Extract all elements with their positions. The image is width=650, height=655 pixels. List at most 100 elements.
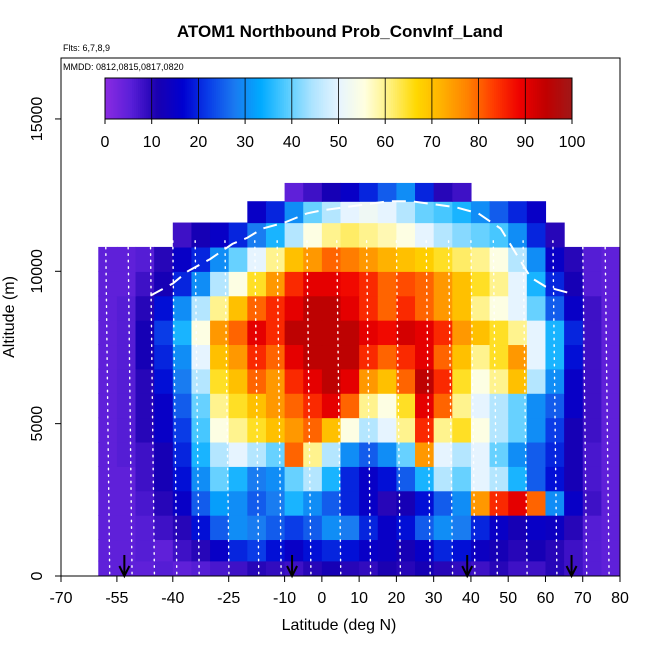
heatmap-cell [396, 295, 416, 321]
colorbar-swatch [161, 78, 164, 119]
colorbar-swatch [398, 78, 402, 119]
heatmap-cell [247, 490, 267, 516]
colorbar-swatch [424, 78, 427, 119]
heatmap-cell [321, 271, 342, 297]
y-tick-label: 5000 [29, 406, 46, 442]
heatmap-cell [98, 539, 118, 562]
heatmap-cell [154, 393, 174, 419]
heatmap-cell [303, 295, 323, 321]
heatmap-cell [340, 560, 360, 576]
x-tick-label: -25 [217, 590, 240, 607]
colorbar-swatch [350, 78, 353, 119]
colorbar-swatch [231, 78, 234, 119]
colorbar-swatch [309, 78, 312, 119]
heatmap-cell [489, 320, 509, 346]
heatmap-cell [452, 182, 472, 202]
heatmap-cell [564, 271, 584, 297]
colorbar-swatch [509, 78, 513, 119]
flight-profile-dots [172, 240, 178, 576]
colorbar-swatch [484, 78, 487, 119]
heatmap-cell [359, 201, 379, 224]
heatmap-cell [340, 201, 360, 224]
heatmap-cell [135, 295, 155, 321]
heatmap-cell [359, 539, 379, 562]
heatmap-cell [98, 393, 118, 419]
colorbar-swatch [550, 78, 554, 119]
tropopause-line [149, 200, 569, 297]
colorbar-swatch [122, 78, 125, 119]
heatmap-cell [545, 393, 565, 419]
heatmap-cell [526, 490, 547, 516]
heatmap-cell [284, 539, 304, 562]
colorbar-swatch [533, 78, 536, 119]
colorbar-swatch [120, 78, 124, 119]
colorbar-swatch [535, 78, 538, 119]
colorbar-swatch [264, 78, 268, 119]
heatmap-cell [98, 271, 118, 297]
x-tick-label: 10 [350, 590, 368, 607]
heatmap-cell [172, 222, 193, 248]
heatmap-cell [415, 539, 435, 562]
heatmap-cell [415, 344, 435, 370]
heatmap-cell [470, 320, 491, 346]
heatmap-cell [172, 295, 193, 321]
heatmap-cell [377, 246, 397, 272]
colorbar-swatch [443, 78, 447, 119]
heatmap-cell [415, 222, 435, 248]
colorbar-swatch [112, 78, 116, 119]
colorbar-swatch [385, 78, 388, 119]
heatmap-cell [303, 490, 323, 516]
colorbar-swatch [433, 78, 437, 119]
heatmap-cell [340, 246, 360, 272]
heatmap-cell [228, 246, 248, 272]
heatmap-cell [210, 320, 230, 346]
colorbar-swatch [324, 78, 328, 119]
colorbar-swatch [348, 78, 351, 119]
heatmap-cell [582, 560, 602, 576]
heatmap-cell [470, 222, 491, 248]
heatmap-cell [154, 246, 174, 272]
heatmap-cell [284, 466, 304, 492]
colorbar-swatch [538, 78, 542, 119]
colorbar-swatch [568, 78, 571, 119]
heatmap-cell [191, 539, 211, 562]
heatmap-cell [601, 466, 620, 492]
heatmap-cell [154, 295, 174, 321]
heatmap-cell [452, 271, 472, 297]
colorbar-swatch [548, 78, 552, 119]
flight-profile-dots [105, 240, 111, 576]
heatmap-cell [545, 441, 565, 467]
colorbar-swatch [188, 78, 192, 119]
heatmap-cell [303, 222, 323, 248]
heatmap-cell [135, 466, 155, 492]
x-tick-label: 80 [611, 590, 629, 607]
heatmap-cell [601, 560, 620, 576]
heatmap-cell [116, 368, 137, 394]
y-tick-label: 15000 [29, 97, 46, 142]
heatmap-cell [489, 368, 509, 394]
heatmap-cell [247, 441, 267, 467]
heatmap-cell [601, 344, 620, 370]
colorbar-tick-label: 0 [101, 134, 110, 151]
heatmap-cell [303, 515, 323, 541]
heatmap-cell [396, 320, 416, 346]
colorbar-swatch [340, 78, 343, 119]
heatmap-cell [172, 539, 193, 562]
colorbar-swatch [239, 78, 242, 119]
heatmap-cell [545, 539, 565, 562]
heatmap-cell [359, 368, 379, 394]
heatmap-cell [191, 393, 211, 419]
heatmap-cell [98, 466, 118, 492]
heatmap-cell [340, 466, 360, 492]
colorbar-swatch [556, 78, 559, 119]
heatmap-cell [154, 344, 174, 370]
heatmap-cell [526, 539, 547, 562]
colorbar-swatch [387, 78, 390, 119]
heatmap-cell [172, 271, 193, 297]
colorbar-swatch [523, 78, 526, 119]
heatmap-cell [303, 441, 323, 467]
heatmap-cell [545, 295, 565, 321]
x-tick-label: 50 [499, 590, 517, 607]
heatmap-cell [377, 515, 397, 541]
